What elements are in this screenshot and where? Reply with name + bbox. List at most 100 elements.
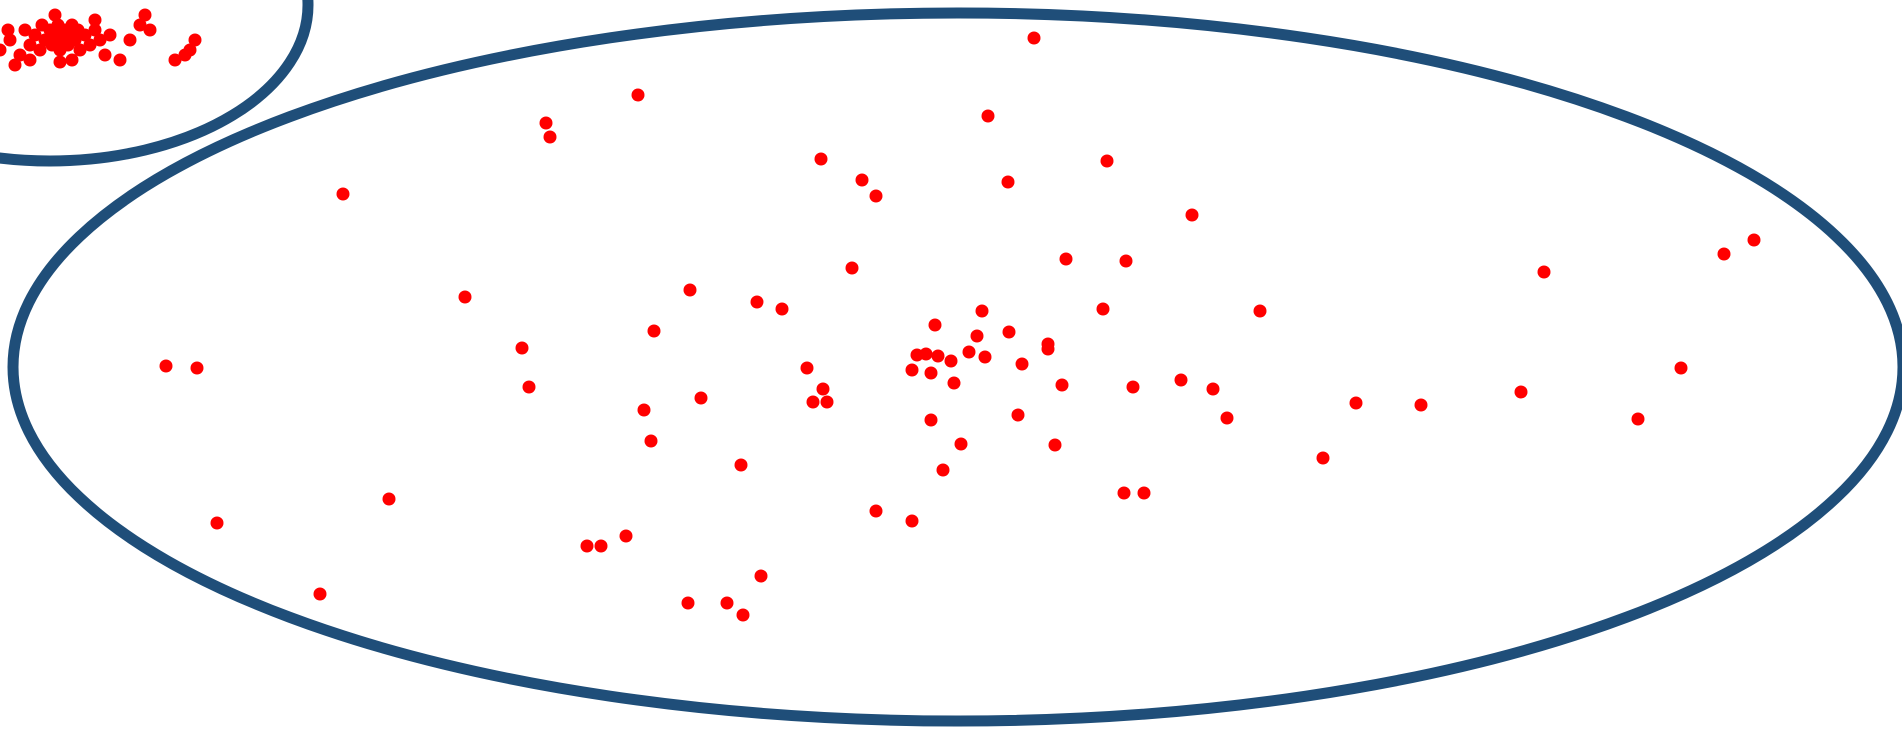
large-cluster-point [814, 152, 828, 166]
large-cluster-point [754, 569, 768, 583]
small-cluster-point [8, 58, 22, 72]
large-cluster-point [637, 403, 651, 417]
small-cluster-point [123, 33, 137, 47]
large-cluster-point [962, 345, 976, 359]
large-cluster-point [1126, 380, 1140, 394]
large-cluster-point [869, 189, 883, 203]
large-cluster-point [944, 354, 958, 368]
small-cluster-point [28, 28, 42, 42]
large-cluster-point [631, 88, 645, 102]
large-cluster-point [1747, 233, 1761, 247]
large-cluster-points [159, 31, 1761, 622]
large-cluster-point [1253, 304, 1267, 318]
small-cluster-point [93, 33, 107, 47]
large-cluster-point [543, 130, 557, 144]
small-cluster-point [23, 38, 37, 52]
large-cluster-point [1055, 378, 1069, 392]
large-cluster-point [515, 341, 529, 355]
small-cluster-point [65, 53, 79, 67]
small-cluster-point [168, 53, 182, 67]
large-cluster-point [970, 329, 984, 343]
large-cluster-point [1631, 412, 1645, 426]
large-cluster-point [1011, 408, 1025, 422]
large-cluster-point [947, 376, 961, 390]
large-cluster-point [919, 347, 933, 361]
large-cluster-point [1206, 382, 1220, 396]
large-cluster-ellipse [7, 7, 1902, 727]
large-cluster-point [1041, 342, 1055, 356]
large-cluster-point [734, 458, 748, 472]
small-cluster-point [0, 43, 7, 57]
large-cluster-point [954, 437, 968, 451]
large-cluster-point [931, 349, 945, 363]
small-cluster-point [73, 43, 87, 57]
large-cluster-point [1174, 373, 1188, 387]
small-cluster-point [18, 23, 32, 37]
large-cluster-point [210, 516, 224, 530]
large-cluster-point [1185, 208, 1199, 222]
large-cluster-point [1717, 247, 1731, 261]
small-cluster-point [53, 55, 67, 69]
large-cluster-point [1048, 438, 1062, 452]
large-cluster-point [1674, 361, 1688, 375]
large-cluster-point [1059, 252, 1073, 266]
large-cluster-point [694, 391, 708, 405]
large-cluster-point [869, 504, 883, 518]
large-cluster-point [683, 283, 697, 297]
large-cluster-point [1117, 486, 1131, 500]
small-cluster-point [68, 33, 82, 47]
small-cluster-point [88, 13, 102, 27]
large-cluster-point [1015, 357, 1029, 371]
large-cluster-point [1137, 486, 1151, 500]
large-cluster-point [1414, 398, 1428, 412]
large-cluster-point [1001, 175, 1015, 189]
small-cluster-point [1, 23, 15, 37]
large-cluster-point [978, 350, 992, 364]
large-cluster-point [1027, 31, 1041, 45]
large-cluster-point [816, 382, 830, 396]
large-cluster-point [458, 290, 472, 304]
large-cluster-point [1537, 265, 1551, 279]
large-cluster-point [1514, 385, 1528, 399]
large-cluster-point [924, 366, 938, 380]
large-cluster-point [647, 324, 661, 338]
large-cluster-point [644, 434, 658, 448]
large-cluster-point [820, 395, 834, 409]
large-cluster-point [580, 539, 594, 553]
large-cluster-point [1119, 254, 1133, 268]
large-cluster-point [855, 173, 869, 187]
small-cluster-point [33, 43, 47, 57]
large-cluster-point [905, 363, 919, 377]
small-cluster-point [183, 43, 197, 57]
large-cluster-point [619, 529, 633, 543]
large-cluster-point [736, 608, 750, 622]
large-cluster-point [382, 492, 396, 506]
large-cluster-point [1349, 396, 1363, 410]
large-cluster-point [806, 395, 820, 409]
small-cluster-point [13, 48, 27, 62]
large-cluster-point [1096, 302, 1110, 316]
large-cluster-point [336, 187, 350, 201]
small-cluster-point [133, 18, 147, 32]
large-cluster-point [594, 539, 608, 553]
small-cluster-point [3, 33, 17, 47]
small-cluster-point [23, 53, 37, 67]
large-cluster-point [159, 359, 173, 373]
small-cluster-point [143, 23, 157, 37]
large-cluster-point [1220, 411, 1234, 425]
small-cluster-ellipse [0, 0, 314, 167]
small-cluster-points [0, 8, 202, 72]
large-cluster-point [905, 514, 919, 528]
large-cluster-point [1100, 154, 1114, 168]
small-cluster-point [138, 8, 152, 22]
small-cluster-point [98, 48, 112, 62]
large-cluster-point [775, 302, 789, 316]
small-cluster-point [188, 33, 202, 47]
large-cluster-point [924, 413, 938, 427]
large-cluster-point [313, 587, 327, 601]
large-cluster-point [928, 318, 942, 332]
large-cluster-point [522, 380, 536, 394]
small-cluster-point [103, 28, 117, 42]
